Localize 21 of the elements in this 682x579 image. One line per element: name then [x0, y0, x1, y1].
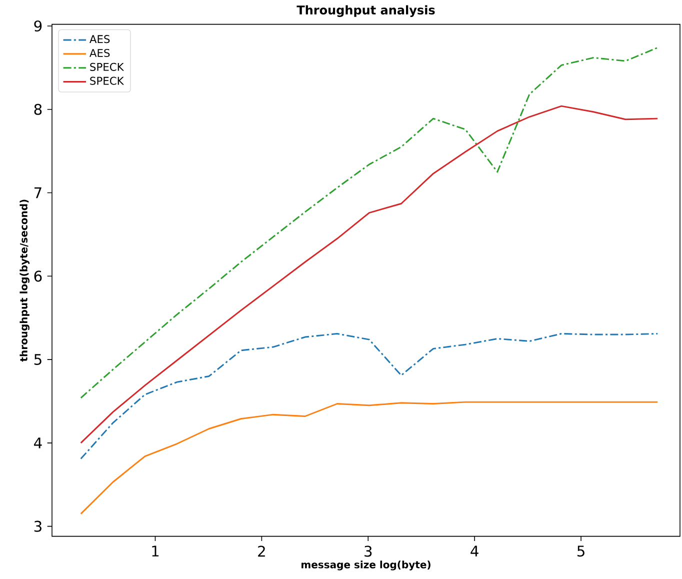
x-axis-title: message size log(byte) — [302, 560, 430, 570]
y-tick-label: 8 — [34, 104, 42, 115]
x-tick-label: 4 — [470, 546, 478, 556]
y-tick-label: 6 — [34, 270, 42, 282]
legend-label: SPECK — [90, 62, 124, 71]
x-tick-label: 1 — [152, 546, 159, 556]
y-tick-label: 5 — [34, 354, 42, 365]
legend-label: AES — [90, 48, 110, 58]
x-tick-label: 5 — [577, 546, 584, 557]
y-axis-title: throughput log(byte/second) — [20, 200, 30, 362]
y-tick-label: 7 — [34, 187, 42, 198]
y-tick-label: 3 — [34, 520, 42, 532]
chart-title: Throughput analysis — [296, 5, 435, 17]
legend-label: AES — [90, 35, 110, 44]
x-tick-label: 2 — [258, 546, 265, 557]
x-tick-label: 3 — [364, 546, 372, 557]
legend-label: SPECK — [90, 76, 124, 85]
y-tick-label: 9 — [34, 20, 42, 32]
line-series — [80, 46, 658, 399]
y-tick-label: 4 — [34, 438, 42, 448]
line-series — [80, 332, 658, 460]
